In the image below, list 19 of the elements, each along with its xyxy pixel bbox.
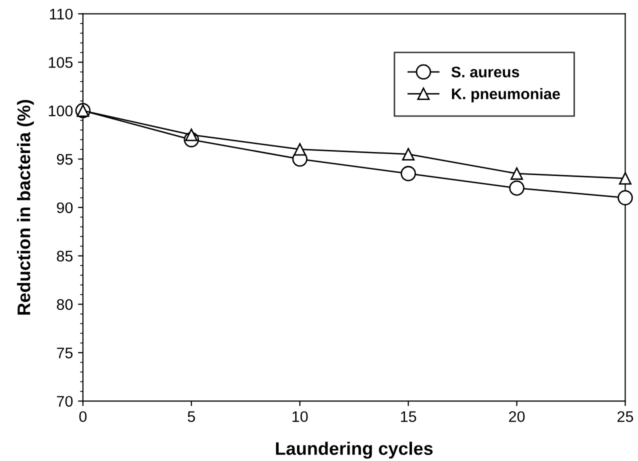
y-tick-label: 70 [57,396,73,407]
x-tick-label: 10 [292,411,308,422]
y-tick-label: 105 [48,57,73,68]
y-tick-label: 75 [57,348,73,358]
y-tick-label: 100 [48,106,73,116]
x-tick-label: 25 [618,411,634,422]
y-axis-title: Reduction in bacteria (%) [17,100,34,315]
x-tick-label: 15 [400,411,416,422]
x-axis-title: Laundering cycles [276,442,433,459]
y-tick-label: 90 [56,202,73,214]
y-tick-label: 95 [56,154,73,165]
y-tick-label: 85 [56,250,73,262]
legend-label: K. pneumoniae [452,88,560,102]
y-tick-label: 80 [56,299,73,310]
x-tick-label: 20 [509,411,525,422]
y-tick-label: 110 [50,8,73,20]
legend-label: S. aureus [451,66,520,78]
x-tick-label: 0 [79,411,87,422]
x-tick-label: 5 [188,411,196,422]
